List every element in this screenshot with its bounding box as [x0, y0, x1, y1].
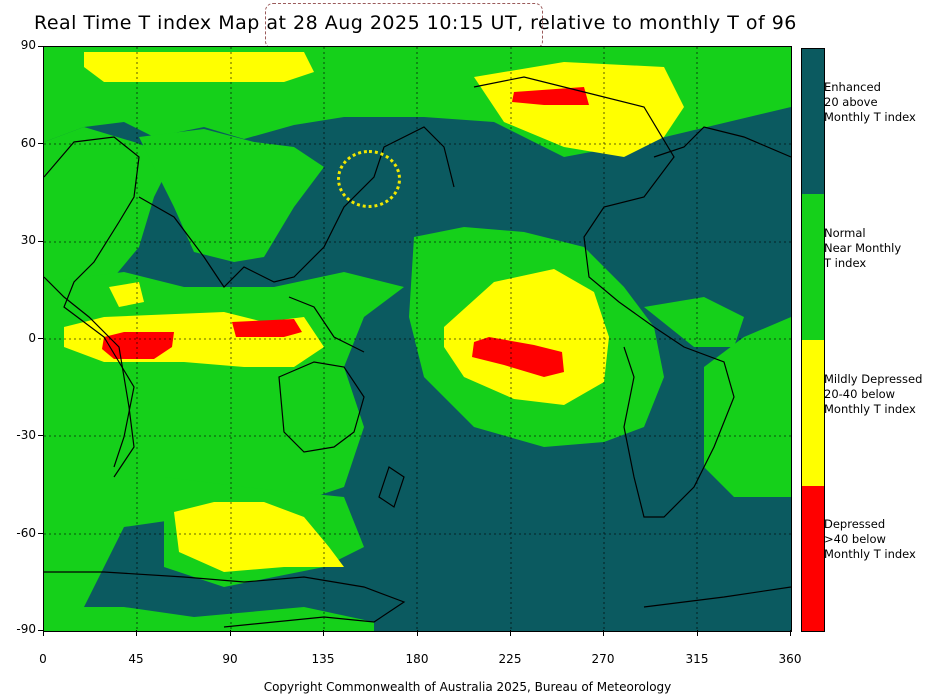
lat-tick — [38, 46, 44, 47]
lat-label-30: 30 — [20, 233, 36, 247]
color-legend — [801, 48, 825, 632]
lon-label-135: 135 — [311, 652, 335, 666]
lat-label-60: 60 — [20, 136, 36, 150]
lon-label-270: 270 — [591, 652, 615, 666]
lat-tick — [38, 143, 44, 144]
lat-tick — [38, 435, 44, 436]
copyright-text: Copyright Commonwealth of Australia 2025… — [263, 680, 672, 694]
lat-tick — [38, 241, 44, 242]
legend-label-mildly-depressed: Mildly Depressed 20-40 below Monthly T i… — [824, 372, 923, 416]
lon-label-315: 315 — [685, 652, 709, 666]
title-date: at 28 Aug 2025 10:15 UT, — [266, 12, 524, 34]
lat-tick — [38, 338, 44, 339]
legend-swatch-mildly-depressed — [802, 340, 824, 486]
lon-tick — [603, 630, 604, 636]
legend-label-enhanced: Enhanced 20 above Monthly T index — [824, 80, 916, 124]
title-prefix: Real Time T index Map — [34, 12, 260, 34]
lon-tick — [230, 630, 231, 636]
lat-label-0: 0 — [28, 331, 36, 345]
lon-tick — [323, 630, 324, 636]
title-suffix: relative to monthly T of 96 — [530, 12, 797, 34]
lon-tick — [790, 630, 791, 636]
lon-tick — [136, 630, 137, 636]
lat-label-90: 90 — [20, 38, 36, 52]
lon-label-225: 225 — [498, 652, 522, 666]
lat-label-minus60: -60 — [16, 526, 36, 540]
lat-label-minus30: -30 — [16, 428, 36, 442]
legend-swatch-depressed — [802, 486, 824, 631]
lat-label-minus90: -90 — [16, 622, 36, 636]
t-index-map — [43, 46, 792, 632]
date-highlight-box — [265, 3, 543, 49]
highlight-circle-marker — [337, 150, 401, 208]
lon-tick — [417, 630, 418, 636]
lon-tick — [510, 630, 511, 636]
lon-label-180: 180 — [405, 652, 429, 666]
legend-label-depressed: Depressed >40 below Monthly T index — [824, 517, 916, 561]
map-svg — [44, 47, 791, 631]
lon-tick — [43, 630, 44, 636]
legend-swatch-enhanced — [802, 49, 824, 194]
legend-swatch-normal — [802, 194, 824, 340]
lon-label-45: 45 — [128, 652, 144, 666]
lat-tick — [38, 630, 44, 631]
lon-label-90: 90 — [222, 652, 238, 666]
lon-label-360: 360 — [778, 652, 802, 666]
lon-label-0: 0 — [39, 652, 47, 666]
grid-lines — [44, 47, 791, 631]
legend-label-normal: Normal Near Monthly T index — [824, 226, 902, 270]
lon-tick — [697, 630, 698, 636]
lat-tick — [38, 533, 44, 534]
map-title: Real Time T index Map at 28 Aug 2025 10:… — [34, 12, 797, 34]
